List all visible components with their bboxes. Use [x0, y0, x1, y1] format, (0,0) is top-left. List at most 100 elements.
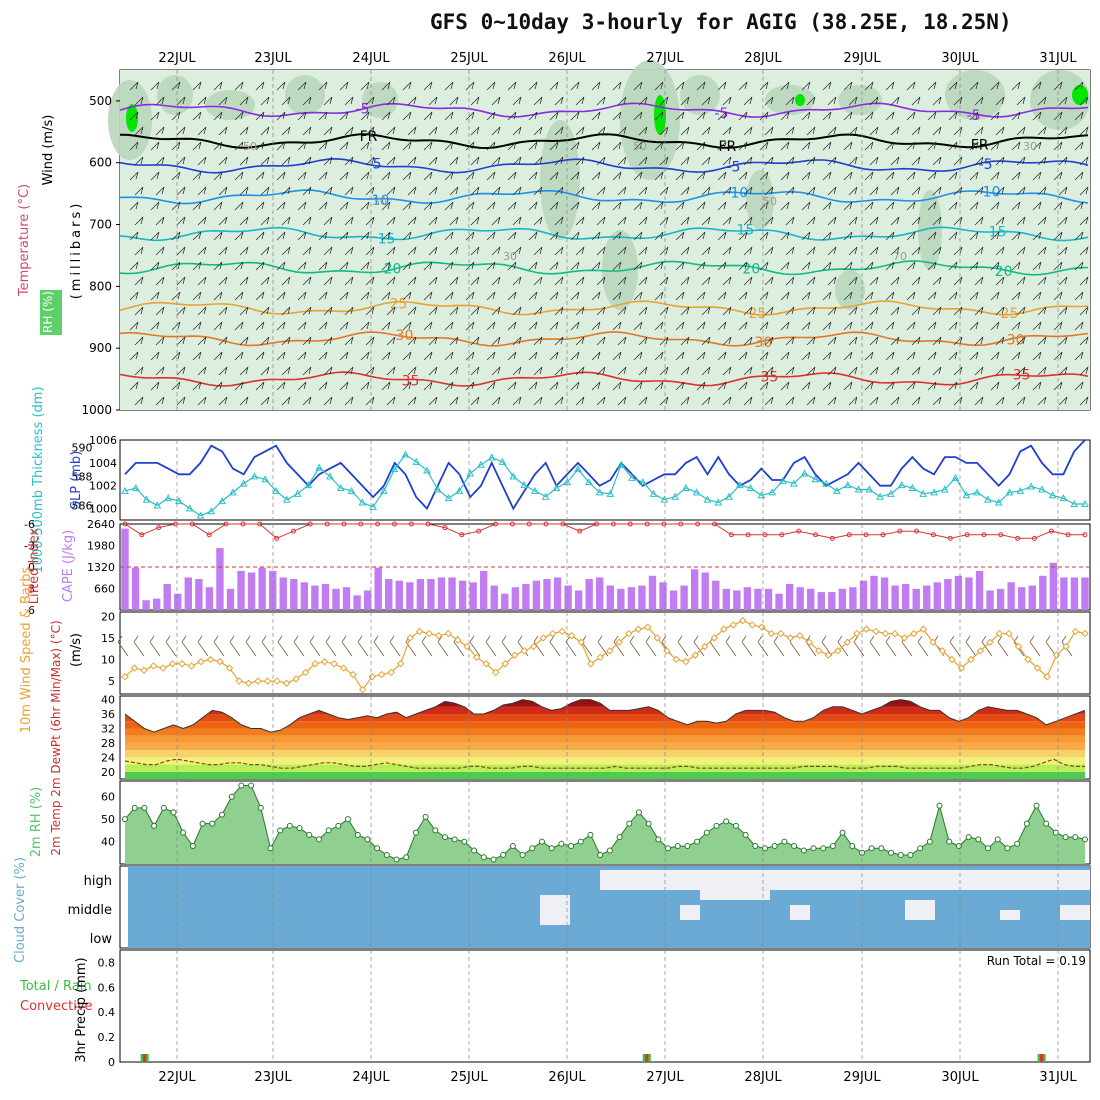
ytick-left-label: 586: [72, 499, 93, 512]
wind-barb: [969, 261, 979, 271]
wind-barb: [806, 336, 816, 346]
cape-bar: [965, 577, 973, 610]
wind-barb: [129, 291, 139, 301]
cape-bar: [712, 580, 720, 610]
wind-barb: [827, 156, 837, 166]
wind-barb: [612, 381, 622, 391]
wind-barb: [218, 126, 228, 136]
wind-speed-marker: [1052, 651, 1061, 659]
thickness-marker: [1016, 486, 1025, 494]
wind-barb: [911, 246, 921, 256]
thickness-marker: [725, 492, 733, 500]
wind-barb: [1074, 321, 1084, 331]
ytick-temp-label: 24: [101, 751, 115, 764]
wind-speed-marker: [682, 657, 690, 666]
wind-barb: [323, 396, 333, 406]
cape-bar: [543, 579, 551, 610]
wind-barb: [659, 246, 669, 256]
wind-speed-marker: [967, 655, 975, 664]
wind-barb: [596, 126, 606, 136]
wind-barb: [591, 381, 601, 391]
wind-barb: [738, 81, 748, 91]
wind-barb: [344, 126, 354, 136]
wind-barb: [197, 126, 207, 136]
wind-speed-marker: [501, 660, 509, 668]
rh-legend-label: RH (%): [41, 291, 55, 333]
wind-barb: [785, 126, 795, 136]
wind-barb: [360, 81, 370, 91]
rh-contour-label: 30: [373, 195, 387, 208]
wind-barb: [129, 381, 139, 391]
wind-barb: [176, 336, 186, 346]
wind-barb: [785, 336, 795, 346]
wind-barb: [365, 306, 375, 316]
wind-barb: [969, 141, 979, 151]
wind-barb: [344, 156, 354, 166]
thickness-marker: [703, 495, 712, 503]
date-label-top: 27JUL: [646, 51, 684, 66]
wind-barb: [932, 216, 942, 226]
wind-speed-marker: [549, 629, 557, 638]
wind-barb: [885, 351, 895, 361]
rh2m-marker: [122, 816, 128, 823]
wind-barb: [302, 396, 312, 406]
wind-barb: [134, 216, 144, 226]
wind-barb: [218, 216, 228, 226]
wind-barb: [995, 336, 1005, 346]
thickness-marker: [250, 472, 259, 480]
wind-barb: [848, 216, 858, 226]
wind-speed-marker: [406, 634, 414, 642]
wind-10m-barb: [165, 635, 177, 657]
rh2m-marker: [732, 822, 739, 829]
date-label-top: 30JUL: [941, 51, 979, 66]
li-marker: [122, 521, 128, 527]
wind-barb: [717, 141, 727, 151]
wind-barb: [528, 261, 538, 271]
wind-barb: [1032, 171, 1042, 181]
wind-barb: [990, 351, 1000, 361]
cape-bar: [247, 572, 256, 610]
wind-10m-barb: [629, 635, 641, 657]
thickness-marker: [768, 488, 777, 496]
rh2m-marker: [878, 845, 885, 852]
wind-barb: [738, 351, 748, 361]
ylabel-thickness: 1000-500mb Thickness (dm): [31, 386, 46, 573]
wind-barb: [1037, 96, 1047, 106]
cape-bar: [912, 588, 920, 610]
wind-barb: [255, 81, 265, 91]
wind-barb: [575, 306, 585, 316]
ytick-rh-label: 60: [101, 791, 115, 804]
wind-barb: [717, 291, 727, 301]
thickness-marker: [552, 483, 561, 491]
cape-bar: [479, 570, 488, 610]
wind-barb: [827, 366, 837, 376]
panel-slp-frame: [119, 439, 1091, 521]
wind-barb: [596, 336, 606, 346]
rh2m-marker: [500, 852, 507, 859]
wind-barb: [339, 291, 349, 301]
wind-barb: [675, 261, 685, 271]
wind-speed-marker: [900, 634, 909, 642]
wind-barb: [234, 291, 244, 301]
wind-barb: [990, 111, 1000, 121]
wind-barb: [218, 276, 228, 286]
wind-barb: [486, 321, 496, 331]
wind-barb: [1016, 336, 1026, 346]
wind-barb: [701, 156, 711, 166]
rh2m-marker: [490, 856, 497, 863]
cape-bar: [775, 593, 783, 610]
wind-barb: [444, 171, 454, 181]
wind-barb: [680, 126, 690, 136]
wind-barb: [822, 141, 832, 151]
ytick-right-label: 1004: [89, 457, 117, 470]
wind-speed-marker: [520, 647, 528, 655]
rh2m-marker: [829, 843, 836, 850]
rh2m-marker: [791, 843, 798, 850]
wind-barb: [239, 216, 249, 226]
rh-background: [120, 70, 1090, 410]
wind-barb: [1037, 306, 1047, 316]
wind-speed-marker: [767, 629, 776, 638]
wind-speed-marker: [805, 638, 814, 646]
rh2m-marker: [1082, 836, 1088, 843]
wind-barb: [911, 156, 921, 166]
